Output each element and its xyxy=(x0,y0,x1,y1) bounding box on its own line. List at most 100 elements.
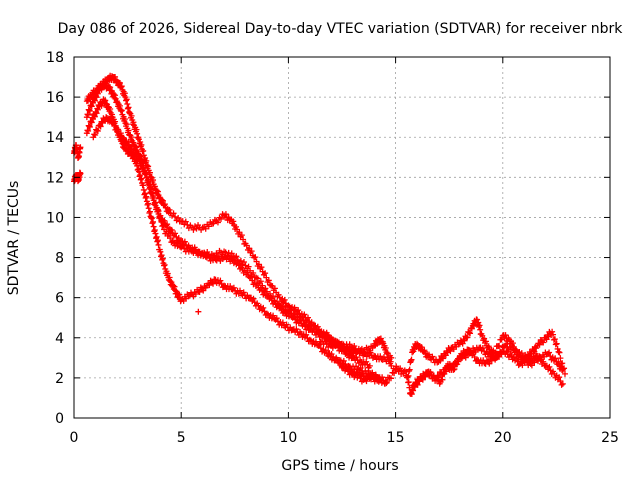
data-point-marker xyxy=(329,344,336,351)
data-point-marker xyxy=(286,307,293,314)
data-point-marker xyxy=(554,345,561,352)
data-point-marker xyxy=(470,350,477,357)
data-point-marker xyxy=(281,296,288,303)
data-point-marker xyxy=(234,256,241,263)
y-tick-label: 6 xyxy=(55,291,64,307)
data-point-marker xyxy=(86,124,93,131)
data-point-marker xyxy=(262,270,269,277)
data-point-marker xyxy=(456,356,463,363)
y-axis-label: SDTVAR / TECUs xyxy=(6,181,22,296)
data-point-marker xyxy=(540,358,547,365)
data-point-marker xyxy=(550,331,557,338)
data-point-marker xyxy=(421,347,428,354)
x-tick-label: 10 xyxy=(279,430,297,446)
data-point-marker xyxy=(559,380,566,387)
data-point-marker xyxy=(273,315,280,322)
data-point-marker xyxy=(260,304,267,311)
data-point-marker xyxy=(303,319,310,326)
data-point-marker xyxy=(107,116,114,123)
y-axis-ticks: 0 2 4 6 8 10 12 14 16 18 xyxy=(46,50,610,427)
y-tick-label: 10 xyxy=(46,210,64,226)
data-point-marker xyxy=(363,358,370,365)
data-point-marker xyxy=(146,182,153,189)
data-point-marker xyxy=(190,226,197,233)
data-point-marker xyxy=(227,283,234,290)
y-tick-label: 8 xyxy=(55,251,64,267)
data-point-marker xyxy=(549,328,556,335)
data-point-marker xyxy=(205,223,212,230)
data-point-marker xyxy=(217,277,224,284)
data-point-marker xyxy=(150,194,157,201)
data-point-marker xyxy=(467,330,474,337)
data-point-marker xyxy=(210,280,217,287)
data-point-marker xyxy=(342,361,349,368)
data-point-marker xyxy=(444,361,451,368)
data-point-marker xyxy=(263,288,270,295)
data-point-marker xyxy=(143,174,150,181)
data-point-marker xyxy=(93,127,100,134)
data-point-marker xyxy=(262,285,269,292)
data-point-marker xyxy=(282,304,289,311)
x-tick-label: 20 xyxy=(494,430,512,446)
y-tick-label: 18 xyxy=(46,50,64,66)
data-point-marker xyxy=(556,349,563,356)
data-point-marker xyxy=(202,225,209,232)
data-point-marker xyxy=(175,214,182,221)
data-point-marker xyxy=(557,355,564,362)
data-point-marker xyxy=(168,226,175,233)
data-point-marker xyxy=(237,287,244,294)
data-point-marker xyxy=(175,235,182,242)
data-point-marker xyxy=(552,341,559,348)
data-point-marker xyxy=(439,376,446,383)
data-point-marker xyxy=(425,351,432,358)
data-point-marker xyxy=(406,366,413,373)
data-point-marker xyxy=(248,248,255,255)
data-point-marker xyxy=(158,217,165,224)
data-point-marker xyxy=(97,123,104,130)
data-point-marker xyxy=(283,321,290,328)
data-point-marker xyxy=(377,353,384,360)
data-point-marker xyxy=(175,240,182,247)
data-point-marker xyxy=(555,358,562,365)
data-point-marker xyxy=(366,362,373,369)
data-point-marker xyxy=(245,263,252,270)
data-point-marker xyxy=(165,230,172,237)
data-point-marker xyxy=(553,340,560,347)
data-point-marker xyxy=(91,131,98,138)
data-point-marker xyxy=(311,322,318,329)
data-point-marker xyxy=(276,301,283,308)
data-point-marker xyxy=(117,130,124,137)
data-point-marker xyxy=(166,206,173,213)
data-point-marker xyxy=(147,181,154,188)
data-point-marker xyxy=(77,170,84,177)
data-point-marker xyxy=(94,128,101,135)
data-point-marker xyxy=(536,353,543,360)
data-point-marker xyxy=(348,349,355,356)
grid-lines xyxy=(74,57,610,418)
data-point-marker xyxy=(509,343,516,350)
data-point-marker xyxy=(479,344,486,351)
data-point-marker xyxy=(357,375,364,382)
chart-title: Day 086 of 2026, Sidereal Day-to-day VTE… xyxy=(58,21,624,37)
data-point-marker xyxy=(503,348,510,355)
data-point-marker xyxy=(305,314,312,321)
data-point-marker xyxy=(176,243,183,250)
data-point-marker xyxy=(156,213,163,220)
data-point-marker xyxy=(512,347,519,354)
data-point-marker xyxy=(247,267,254,274)
data-point-marker xyxy=(279,302,286,309)
data-point-marker xyxy=(546,349,553,356)
data-point-marker xyxy=(250,295,257,302)
data-point-marker xyxy=(496,342,503,349)
data-point-marker xyxy=(195,308,202,315)
data-point-marker xyxy=(377,376,384,383)
data-point-marker xyxy=(252,254,259,261)
data-point-marker xyxy=(275,291,282,298)
data-point-marker xyxy=(265,277,272,284)
data-point-marker xyxy=(233,253,240,260)
data-point-marker xyxy=(414,381,421,388)
data-point-marker xyxy=(503,340,510,347)
data-point-marker xyxy=(299,314,306,321)
data-point-marker xyxy=(148,186,155,193)
data-point-marker xyxy=(561,370,568,377)
